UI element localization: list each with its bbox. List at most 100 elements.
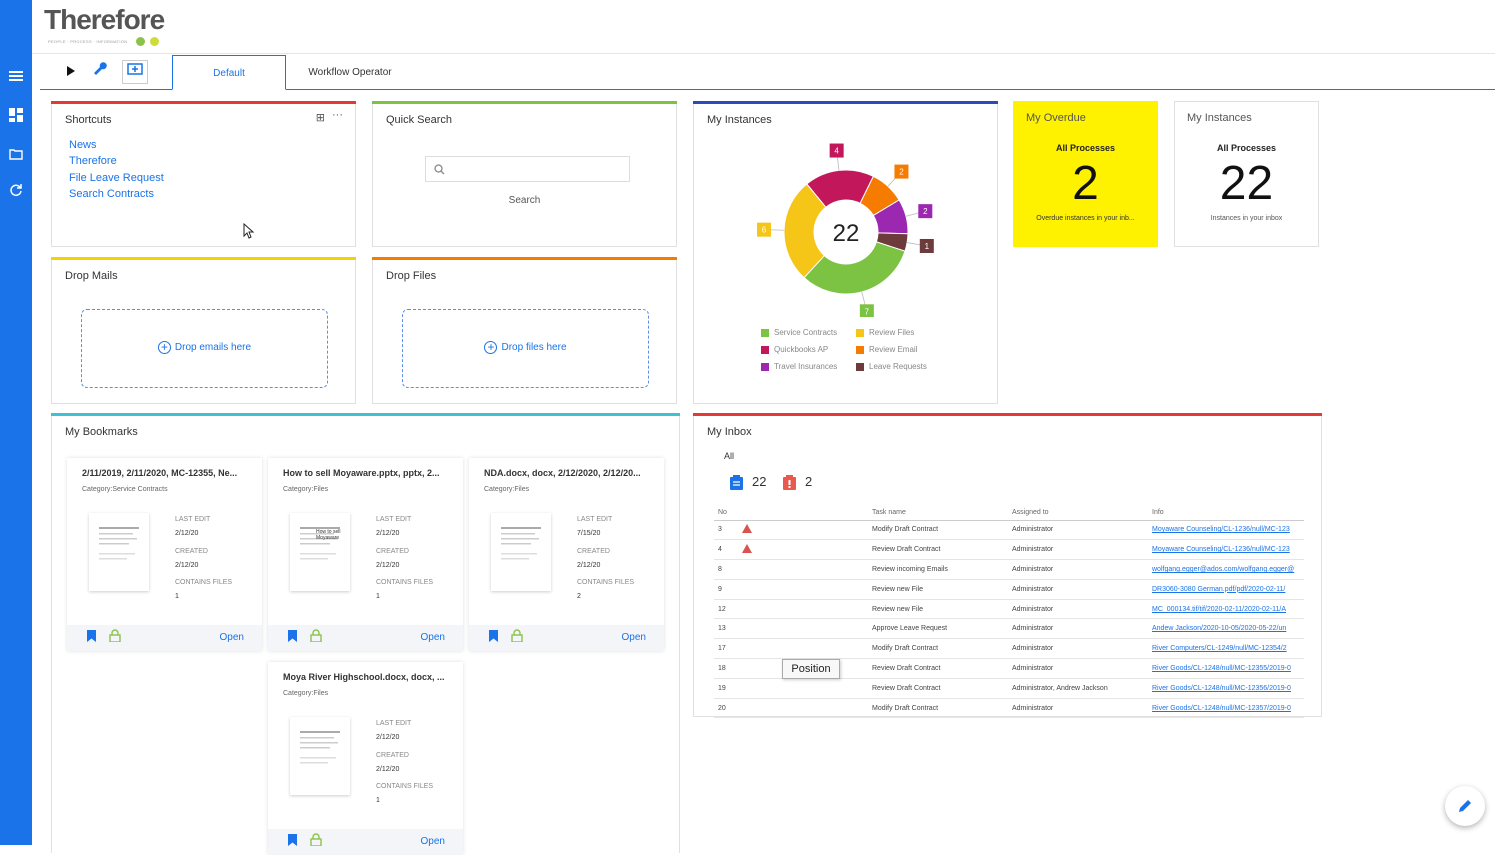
legend-label: Review Files xyxy=(869,328,915,337)
menu-icon[interactable] xyxy=(6,68,26,86)
row-number: 12 xyxy=(714,599,738,620)
search-button[interactable]: Search xyxy=(508,195,541,206)
open-link[interactable]: Open xyxy=(621,632,646,643)
column-header[interactable]: No xyxy=(714,506,738,521)
search-input[interactable] xyxy=(425,156,630,182)
legend-label: Quickbooks AP xyxy=(774,345,829,354)
assigned-to: Administrator xyxy=(1008,520,1148,541)
shortcut-link[interactable]: File Leave Request xyxy=(69,172,164,184)
instances-count: 22 xyxy=(1219,157,1274,210)
bookmark-card[interactable]: Moya River Highschool.docx, docx, ... Cat… xyxy=(268,662,463,855)
bookmark-icon[interactable] xyxy=(288,630,297,645)
lock-icon[interactable] xyxy=(310,833,322,849)
table-row[interactable]: 19 Review Draft Contract Administrator, An… xyxy=(714,678,1304,699)
meta-label: CONTAINS FILES xyxy=(376,783,434,790)
info-link[interactable]: River Goods/CL-1248/null/MC-12356/2019-0 xyxy=(1148,678,1304,699)
document-thumbnail[interactable] xyxy=(89,513,149,591)
my-overdue-tile[interactable]: My Overdue All Processes 2 Overdue insta… xyxy=(1013,101,1158,247)
table-row[interactable]: 9 Review new File Administrator DR3060-3080… xyxy=(714,579,1304,600)
table-row[interactable]: 20 Modify Draft Contract Administrator Rive… xyxy=(714,698,1304,719)
widget-title: My Inbox xyxy=(707,426,752,438)
dropzone-label: Drop files here xyxy=(501,342,567,354)
table-row[interactable]: 8 Review incoming Emails Administrator wolf… xyxy=(714,559,1304,580)
table-row[interactable]: 3 Modify Draft Contract Administrator Moyaw… xyxy=(714,520,1304,541)
bookmark-card[interactable]: NDA.docx, docx, 2/12/2020, 2/12/20... Cat… xyxy=(469,458,664,651)
email-dropzone[interactable]: + Drop emails here xyxy=(81,309,328,388)
bookmark-card[interactable]: How to sell Moyaware.pptx, pptx, 2... Cat… xyxy=(268,458,463,651)
info-link[interactable]: River Computers/CL-1249/null/MC-12354/2 xyxy=(1148,638,1304,660)
tab-default[interactable]: Default xyxy=(172,55,286,90)
bookmark-icon[interactable] xyxy=(87,630,96,645)
legend-item[interactable]: Review Email xyxy=(856,345,917,354)
open-link[interactable]: Open xyxy=(420,836,445,847)
data-label: 4 xyxy=(834,147,839,156)
data-label: 2 xyxy=(899,168,904,177)
task-name: Review Draft Contract xyxy=(868,678,1008,699)
shortcut-link[interactable]: Therefore xyxy=(69,155,117,167)
dashboard-icon[interactable] xyxy=(6,108,26,126)
table-row[interactable]: 12 Review new File Administrator MC_000134.… xyxy=(714,599,1304,620)
document-thumbnail[interactable]: How to sell Moyaware xyxy=(290,513,350,591)
assigned-to: Administrator xyxy=(1008,638,1148,660)
folder-icon[interactable] xyxy=(6,146,26,164)
column-header[interactable]: Task name xyxy=(868,506,1008,521)
pie-slice[interactable] xyxy=(783,183,827,279)
shortcut-link[interactable]: Search Contracts xyxy=(69,188,154,200)
legend-item[interactable]: Travel Insurances xyxy=(761,362,837,371)
more-icon[interactable]: ··· xyxy=(332,109,343,121)
lock-icon[interactable] xyxy=(310,629,322,645)
info-link[interactable]: wolfgang.egger@ados.com/wolfgang.egger@ xyxy=(1148,559,1304,580)
info-link[interactable]: River Goods/CL-1248/null/MC-12357/2019-0 xyxy=(1148,698,1304,719)
table-row[interactable]: 4 Review Draft Contract Administrator Moyaw… xyxy=(714,539,1304,561)
legend-item[interactable]: Leave Requests xyxy=(856,362,927,371)
layout-icon[interactable]: ⊞ xyxy=(315,112,325,124)
inbox-table: No Task name Assigned to Info 3 Modify Dr… xyxy=(714,506,1304,719)
refresh-icon[interactable] xyxy=(6,183,26,201)
file-dropzone[interactable]: + Drop files here xyxy=(402,309,649,388)
info-link[interactable]: Moyaware Counseling/CL-1236/null/MC-123 xyxy=(1148,520,1304,541)
warning-icon xyxy=(742,544,752,554)
widget-title: Shortcuts xyxy=(65,114,112,126)
info-link[interactable]: River Goods/CL-1248/null/MC-12355/2019-0 xyxy=(1148,658,1304,679)
legend-swatch xyxy=(761,345,769,354)
tab-workflow-operator[interactable]: Workflow Operator xyxy=(308,67,392,78)
column-header[interactable]: Info xyxy=(1148,506,1304,521)
legend-item[interactable]: Review Files xyxy=(856,328,914,337)
bookmark-title: 2/11/2019, 2/11/2020, MC-12355, Ne... xyxy=(82,468,238,478)
table-row[interactable]: 17 Modify Draft Contract Administrator Rive… xyxy=(714,638,1304,660)
table-row[interactable]: 13 Approve Leave Request Administrator Ande… xyxy=(714,618,1304,640)
play-icon[interactable] xyxy=(58,60,84,84)
wrench-icon[interactable] xyxy=(86,60,112,84)
assigned-to: Administrator xyxy=(1008,559,1148,580)
shortcut-link[interactable]: News xyxy=(69,139,97,151)
my-instances-tile[interactable]: My Instances All Processes 22 Instances … xyxy=(1174,101,1319,247)
meta-label: LAST EDIT xyxy=(376,516,412,523)
legend-item[interactable]: Quickbooks AP xyxy=(761,345,828,354)
add-screen-icon[interactable] xyxy=(122,60,148,84)
info-link[interactable]: Moyaware Counseling/CL-1236/null/MC-123 xyxy=(1148,539,1304,561)
info-link[interactable]: DR3060-3080 German.pdf/pdf/2020-02-11/ xyxy=(1148,579,1304,600)
bookmark-card[interactable]: 2/11/2019, 2/11/2020, MC-12355, Ne... Cat… xyxy=(67,458,262,651)
document-thumbnail[interactable] xyxy=(290,717,350,795)
column-header[interactable]: Assigned to xyxy=(1008,506,1148,521)
legend-label: Travel Insurances xyxy=(774,362,838,371)
bookmark-icon[interactable] xyxy=(288,834,297,849)
lock-icon[interactable] xyxy=(109,629,121,645)
therefore-logo[interactable]: Therefore PEOPLE · PROCESS · INFORMATION xyxy=(44,4,165,46)
info-link[interactable]: MC_000134.tif/tif/2020-02-11/2020-02-11/… xyxy=(1148,599,1304,620)
edit-fab-button[interactable] xyxy=(1445,786,1485,826)
open-link[interactable]: Open xyxy=(219,632,244,643)
mouse-cursor-icon xyxy=(243,222,255,244)
row-number: 4 xyxy=(714,539,738,561)
document-thumbnail[interactable] xyxy=(491,513,551,591)
open-link[interactable]: Open xyxy=(420,632,445,643)
info-link[interactable]: Andew Jackson/2020-10-05/2020-05-22/un xyxy=(1148,618,1304,640)
column-header[interactable] xyxy=(738,506,868,521)
bookmark-icon[interactable] xyxy=(489,630,498,645)
legend-item[interactable]: Service Contracts xyxy=(761,328,837,337)
legend-swatch xyxy=(856,345,864,354)
inbox-filter-all[interactable]: All xyxy=(724,451,735,461)
pie-slice[interactable] xyxy=(803,241,906,295)
lock-icon[interactable] xyxy=(511,629,523,645)
